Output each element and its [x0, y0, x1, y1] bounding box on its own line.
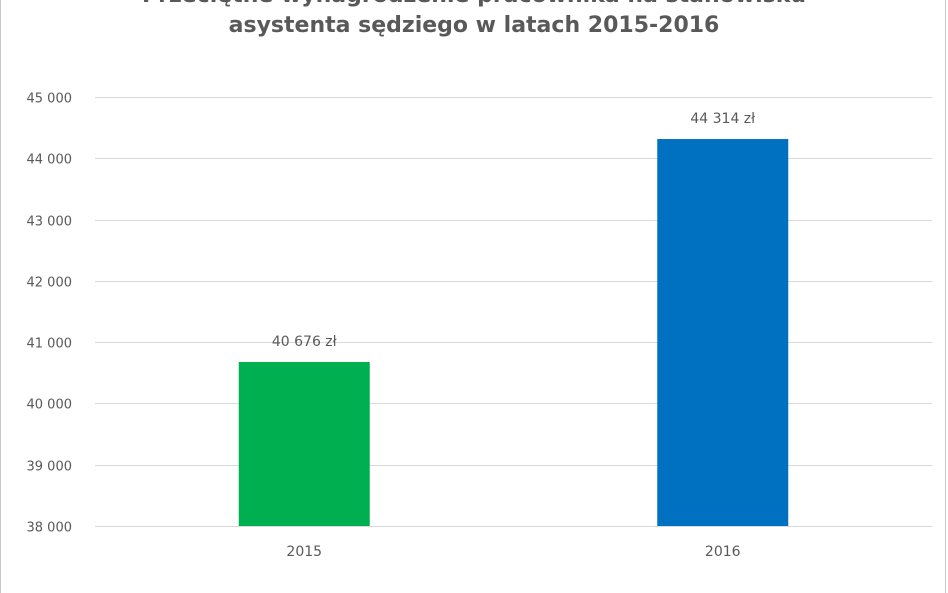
chart-title-line-1: Przeciętne wynagrodzenie pracownika na s…	[0, 0, 948, 10]
y-tick-label: 41 000	[27, 337, 73, 352]
data-label-2016: 44 314 zł	[690, 111, 755, 127]
y-tick-label: 38 000	[27, 521, 73, 536]
y-tick-label: 40 000	[27, 398, 73, 413]
y-tick-label: 42 000	[27, 276, 73, 291]
bar-2015	[238, 361, 370, 526]
y-axis: 38 000 39 000 40 000 41 000 42 000 43 000 44 0…	[27, 92, 73, 536]
bar-2016	[657, 139, 789, 527]
x-tick-label-2015: 2015	[286, 544, 322, 560]
chart-title-line-2: asystenta sędziego w latach 2015-2016	[228, 13, 720, 38]
y-tick-label: 44 000	[27, 153, 73, 168]
gridlines	[95, 97, 932, 527]
bars	[238, 139, 789, 527]
x-axis: 2015 2016	[286, 544, 740, 560]
data-label-2015: 40 676 zł	[272, 334, 337, 350]
y-tick-label: 45 000	[27, 92, 73, 107]
y-tick-label: 43 000	[27, 215, 73, 230]
x-tick-label-2016: 2016	[705, 544, 741, 560]
data-labels: 40 676 zł 44 314 zł	[272, 111, 755, 350]
y-tick-label: 39 000	[27, 460, 73, 475]
